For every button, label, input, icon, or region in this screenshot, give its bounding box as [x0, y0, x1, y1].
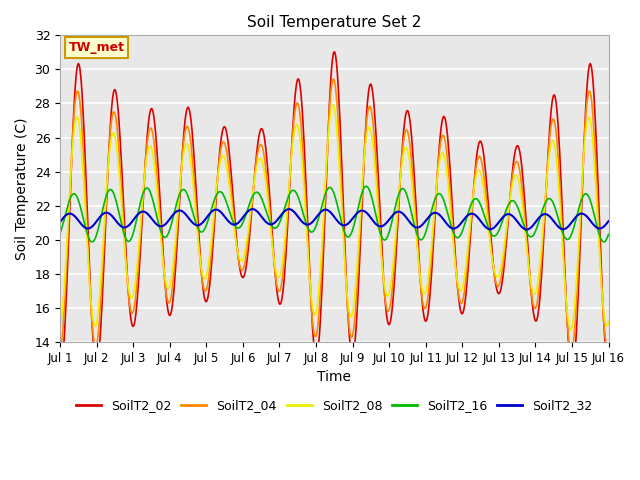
SoilT2_32 [207, 209, 215, 215]
SoilT2_32 [66, 211, 74, 216]
SoilT2_04 [66, 184, 74, 190]
SoilT2_08 [330, 102, 337, 108]
SoilT2_16 [600, 239, 608, 245]
SoilT2_32 [248, 206, 256, 212]
SoilT2_04 [56, 348, 64, 353]
SoilT2_32 [179, 208, 186, 214]
SoilT2_02 [605, 362, 612, 368]
SoilT2_16 [56, 230, 64, 236]
SoilT2_04 [567, 348, 575, 354]
SoilT2_16 [418, 237, 426, 242]
SoilT2_02 [123, 259, 131, 265]
SoilT2_02 [179, 153, 186, 158]
SoilT2_32 [56, 219, 64, 225]
Line: SoilT2_32: SoilT2_32 [60, 209, 609, 229]
SoilT2_32 [605, 218, 612, 224]
Line: SoilT2_04: SoilT2_04 [60, 79, 609, 351]
SoilT2_04 [179, 154, 186, 160]
Line: SoilT2_08: SoilT2_08 [60, 105, 609, 329]
SoilT2_08 [418, 284, 426, 289]
SoilT2_32 [523, 227, 531, 232]
SoilT2_04 [402, 128, 410, 133]
Line: SoilT2_16: SoilT2_16 [60, 186, 609, 242]
SoilT2_04 [207, 252, 215, 257]
Line: SoilT2_02: SoilT2_02 [60, 52, 609, 372]
SoilT2_02 [330, 49, 338, 55]
SoilT2_32 [123, 224, 131, 230]
SoilT2_08 [179, 161, 186, 167]
SoilT2_02 [56, 369, 64, 374]
SoilT2_16 [123, 237, 131, 243]
SoilT2_08 [66, 182, 74, 188]
SoilT2_04 [605, 341, 612, 347]
SoilT2_16 [66, 196, 74, 202]
SoilT2_08 [402, 145, 410, 151]
Title: Soil Temperature Set 2: Soil Temperature Set 2 [247, 15, 422, 30]
SoilT2_02 [418, 293, 426, 299]
Y-axis label: Soil Temperature (C): Soil Temperature (C) [15, 118, 29, 260]
SoilT2_08 [605, 319, 612, 324]
SoilT2_16 [179, 187, 186, 193]
SoilT2_32 [418, 223, 426, 228]
SoilT2_04 [123, 268, 131, 274]
SoilT2_02 [207, 266, 215, 272]
SoilT2_04 [418, 292, 426, 298]
SoilT2_32 [402, 214, 410, 219]
Text: TW_met: TW_met [68, 41, 125, 54]
SoilT2_02 [66, 197, 74, 203]
SoilT2_16 [207, 207, 215, 213]
X-axis label: Time: Time [317, 370, 351, 384]
SoilT2_08 [207, 240, 215, 246]
SoilT2_08 [123, 267, 131, 273]
SoilT2_02 [402, 112, 410, 118]
SoilT2_08 [566, 326, 574, 332]
SoilT2_04 [330, 76, 337, 82]
SoilT2_16 [362, 183, 370, 189]
SoilT2_16 [402, 189, 410, 195]
SoilT2_08 [56, 324, 64, 330]
SoilT2_16 [605, 231, 612, 237]
Legend: SoilT2_02, SoilT2_04, SoilT2_08, SoilT2_16, SoilT2_32: SoilT2_02, SoilT2_04, SoilT2_08, SoilT2_… [71, 394, 598, 417]
